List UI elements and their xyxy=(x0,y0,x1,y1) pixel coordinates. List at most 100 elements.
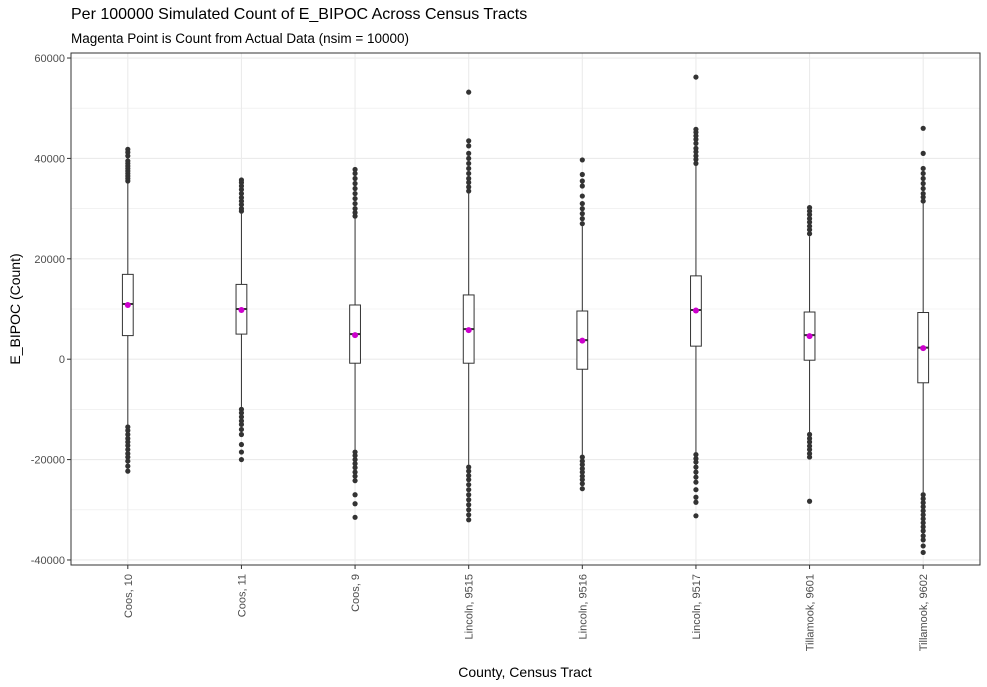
outlier-point xyxy=(693,499,699,505)
grid-lines xyxy=(71,53,980,565)
outlier-point xyxy=(806,431,813,438)
outlier-point xyxy=(352,478,358,484)
x-tick-label: Tillamook, 9601 xyxy=(805,574,817,651)
outlier-point xyxy=(125,446,131,453)
outlier-point xyxy=(920,512,926,518)
x-tick-label: Coos, 10 xyxy=(123,574,135,618)
outlier-point xyxy=(238,177,245,183)
actual-data-point xyxy=(238,307,245,314)
outlier-point xyxy=(125,431,131,438)
outlier-point xyxy=(238,441,245,448)
y-tick-label: 0 xyxy=(59,354,65,366)
actual-data-point xyxy=(352,332,359,339)
outlier-point xyxy=(920,508,926,514)
outlier-point xyxy=(125,158,131,164)
outlier-point xyxy=(238,410,245,416)
outlier-point xyxy=(125,458,131,464)
outlier-point xyxy=(579,211,585,217)
outlier-point xyxy=(125,146,131,152)
outlier-point xyxy=(693,494,699,500)
outlier-point xyxy=(920,520,926,526)
outlier-point xyxy=(806,454,813,460)
outlier-point xyxy=(466,150,472,156)
box-group xyxy=(462,89,475,523)
outlier-point xyxy=(806,216,813,222)
y-axis-title: E_BIPOC (Count) xyxy=(7,253,23,364)
outlier-point xyxy=(238,421,245,428)
outlier-point xyxy=(579,454,585,460)
outlier-point xyxy=(920,524,926,530)
outlier-point xyxy=(125,468,131,474)
outlier-point xyxy=(920,198,926,204)
outlier-point xyxy=(693,459,699,465)
outlier-point xyxy=(238,190,245,197)
box-group xyxy=(917,125,930,556)
outlier-point xyxy=(920,500,926,506)
x-tick-label: Tillamook, 9602 xyxy=(918,574,930,651)
outlier-point xyxy=(466,497,472,503)
outlier-point xyxy=(352,456,358,463)
outlier-point xyxy=(352,461,358,467)
outlier-point xyxy=(352,200,358,207)
box-group xyxy=(803,205,816,504)
outlier-point xyxy=(920,492,926,498)
box-group xyxy=(235,177,248,463)
outlier-point xyxy=(466,184,472,190)
y-tick-label: 60000 xyxy=(34,53,65,65)
x-axis: Coos, 10 Coos, 11 Coos, 9 Lincoln, 9515 Linc… xyxy=(123,565,930,651)
outlier-point xyxy=(238,426,245,433)
outlier-point xyxy=(466,165,472,172)
x-tick-label: Lincoln, 9517 xyxy=(691,574,703,639)
outlier-point xyxy=(466,468,472,474)
outlier-point xyxy=(238,431,245,438)
outlier-point xyxy=(920,533,926,539)
outlier-point xyxy=(352,514,358,520)
outlier-point xyxy=(693,160,699,167)
outlier-point xyxy=(352,166,358,173)
outlier-point xyxy=(352,501,358,507)
actual-data-point xyxy=(692,307,699,314)
outlier-point xyxy=(466,155,472,162)
outlier-point xyxy=(693,126,699,132)
outlier-point xyxy=(352,180,358,187)
outlier-point xyxy=(806,231,813,237)
outlier-point xyxy=(466,89,472,95)
outlier-point xyxy=(125,454,131,460)
outlier-point xyxy=(238,206,245,212)
y-axis: -40000 -20000 0 20000 40000 60000 xyxy=(31,53,71,567)
outlier-point xyxy=(920,125,926,131)
outlier-point xyxy=(352,210,358,216)
outlier-point xyxy=(693,153,699,159)
outlier-point xyxy=(579,216,585,222)
outlier-point xyxy=(352,473,358,479)
outlier-point xyxy=(693,513,699,519)
outlier-point xyxy=(579,486,585,492)
box-group xyxy=(690,74,702,519)
outlier-point xyxy=(352,465,358,471)
outlier-point xyxy=(579,206,585,212)
outlier-point xyxy=(125,463,131,469)
actual-data-point xyxy=(920,345,927,352)
outlier-point xyxy=(466,512,472,518)
outlier-point xyxy=(693,140,699,146)
outlier-point xyxy=(579,157,585,163)
outlier-point xyxy=(466,188,472,194)
outlier-point xyxy=(352,190,358,197)
outlier-point xyxy=(352,195,358,202)
actual-data-point xyxy=(465,327,472,334)
actual-data-point xyxy=(124,301,131,308)
outlier-point xyxy=(579,193,585,199)
outlier-point xyxy=(920,549,926,556)
outlier-point xyxy=(466,477,472,483)
outlier-point xyxy=(693,464,699,470)
outlier-point xyxy=(579,477,585,483)
outlier-point xyxy=(920,165,926,172)
outlier-point xyxy=(352,185,358,192)
outlier-point xyxy=(920,543,926,549)
outlier-point xyxy=(579,481,585,487)
outlier-point xyxy=(920,170,926,177)
outlier-point xyxy=(579,200,585,207)
outlier-point xyxy=(920,516,926,522)
y-tick-label: -40000 xyxy=(31,555,65,567)
x-axis-title: County, Census Tract xyxy=(458,664,592,680)
